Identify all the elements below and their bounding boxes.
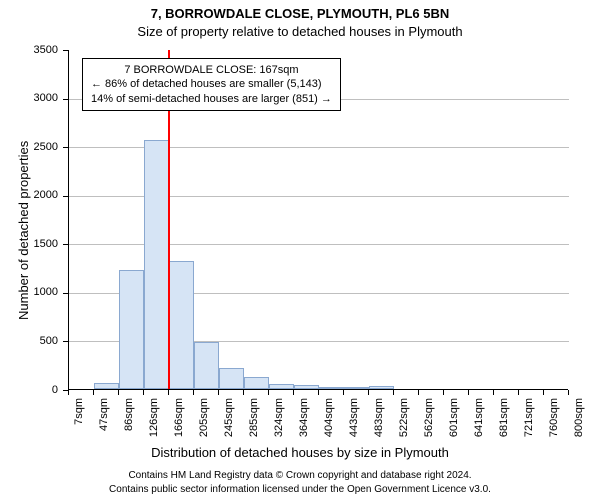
y-tick-label: 3000: [0, 93, 58, 104]
x-tick-label: 522sqm: [399, 398, 410, 438]
x-tick-mark: [318, 390, 319, 395]
histogram-bar: [119, 270, 144, 389]
x-tick-mark: [418, 390, 419, 395]
histogram-bar: [94, 383, 119, 389]
histogram-bar: [244, 377, 269, 389]
annotation-box: 7 BORROWDALE CLOSE: 167sqm← 86% of detac…: [82, 58, 341, 111]
y-tick-mark: [63, 341, 68, 342]
x-tick-label: 245sqm: [224, 398, 235, 438]
footer-line-2: Contains public sector information licen…: [0, 484, 600, 495]
x-tick-label: 404sqm: [324, 398, 335, 438]
x-tick-label: 721sqm: [524, 398, 535, 438]
annotation-line: 7 BORROWDALE CLOSE: 167sqm: [91, 63, 332, 77]
x-tick-mark: [543, 390, 544, 395]
x-tick-label: 86sqm: [124, 398, 135, 438]
x-tick-mark: [193, 390, 194, 395]
x-tick-label: 443sqm: [349, 398, 360, 438]
x-tick-label: 364sqm: [299, 398, 310, 438]
histogram-bar: [294, 385, 319, 389]
chart-container: { "title": "7, BORROWDALE CLOSE, PLYMOUT…: [0, 0, 600, 500]
x-tick-mark: [218, 390, 219, 395]
histogram-bar: [144, 140, 169, 389]
y-tick-label: 1500: [0, 239, 58, 250]
x-tick-mark: [443, 390, 444, 395]
chart-subtitle: Size of property relative to detached ho…: [0, 24, 600, 39]
y-tick-label: 1000: [0, 287, 58, 298]
x-tick-label: 601sqm: [449, 398, 460, 438]
x-tick-mark: [93, 390, 94, 395]
x-tick-label: 47sqm: [99, 398, 110, 438]
x-tick-label: 324sqm: [274, 398, 285, 438]
y-tick-mark: [63, 147, 68, 148]
x-axis-label: Distribution of detached houses by size …: [0, 445, 600, 460]
x-tick-mark: [393, 390, 394, 395]
histogram-bar: [169, 261, 194, 389]
x-tick-label: 285sqm: [249, 398, 260, 438]
y-tick-mark: [63, 99, 68, 100]
x-tick-label: 800sqm: [574, 398, 585, 438]
x-tick-mark: [168, 390, 169, 395]
x-tick-mark: [368, 390, 369, 395]
y-tick-label: 500: [0, 336, 58, 347]
y-tick-mark: [63, 196, 68, 197]
x-tick-label: 166sqm: [174, 398, 185, 438]
histogram-bar: [219, 368, 244, 389]
x-tick-mark: [493, 390, 494, 395]
histogram-bar: [194, 342, 219, 389]
histogram-bar: [319, 387, 344, 389]
annotation-line: ← 86% of detached houses are smaller (5,…: [91, 77, 332, 91]
x-tick-label: 562sqm: [424, 398, 435, 438]
x-tick-mark: [68, 390, 69, 395]
x-tick-label: 760sqm: [549, 398, 560, 438]
x-tick-label: 483sqm: [374, 398, 385, 438]
x-tick-mark: [143, 390, 144, 395]
histogram-bar: [269, 384, 294, 389]
x-tick-mark: [268, 390, 269, 395]
y-tick-label: 3500: [0, 45, 58, 56]
x-tick-mark: [118, 390, 119, 395]
x-tick-mark: [343, 390, 344, 395]
annotation-line: 14% of semi-detached houses are larger (…: [91, 92, 332, 106]
x-tick-label: 7sqm: [74, 398, 85, 438]
x-tick-mark: [293, 390, 294, 395]
footer-line-1: Contains HM Land Registry data © Crown c…: [0, 470, 600, 481]
x-tick-mark: [243, 390, 244, 395]
x-tick-mark: [468, 390, 469, 395]
histogram-bar: [344, 387, 369, 389]
y-tick-mark: [63, 50, 68, 51]
x-tick-label: 641sqm: [474, 398, 485, 438]
y-tick-label: 0: [0, 385, 58, 396]
y-tick-mark: [63, 244, 68, 245]
histogram-bar: [369, 386, 394, 389]
x-tick-label: 126sqm: [149, 398, 160, 438]
x-tick-mark: [518, 390, 519, 395]
x-tick-label: 681sqm: [499, 398, 510, 438]
x-tick-label: 205sqm: [199, 398, 210, 438]
y-tick-label: 2500: [0, 142, 58, 153]
x-tick-mark: [568, 390, 569, 395]
chart-title: 7, BORROWDALE CLOSE, PLYMOUTH, PL6 5BN: [0, 6, 600, 21]
y-tick-mark: [63, 293, 68, 294]
y-tick-label: 2000: [0, 190, 58, 201]
